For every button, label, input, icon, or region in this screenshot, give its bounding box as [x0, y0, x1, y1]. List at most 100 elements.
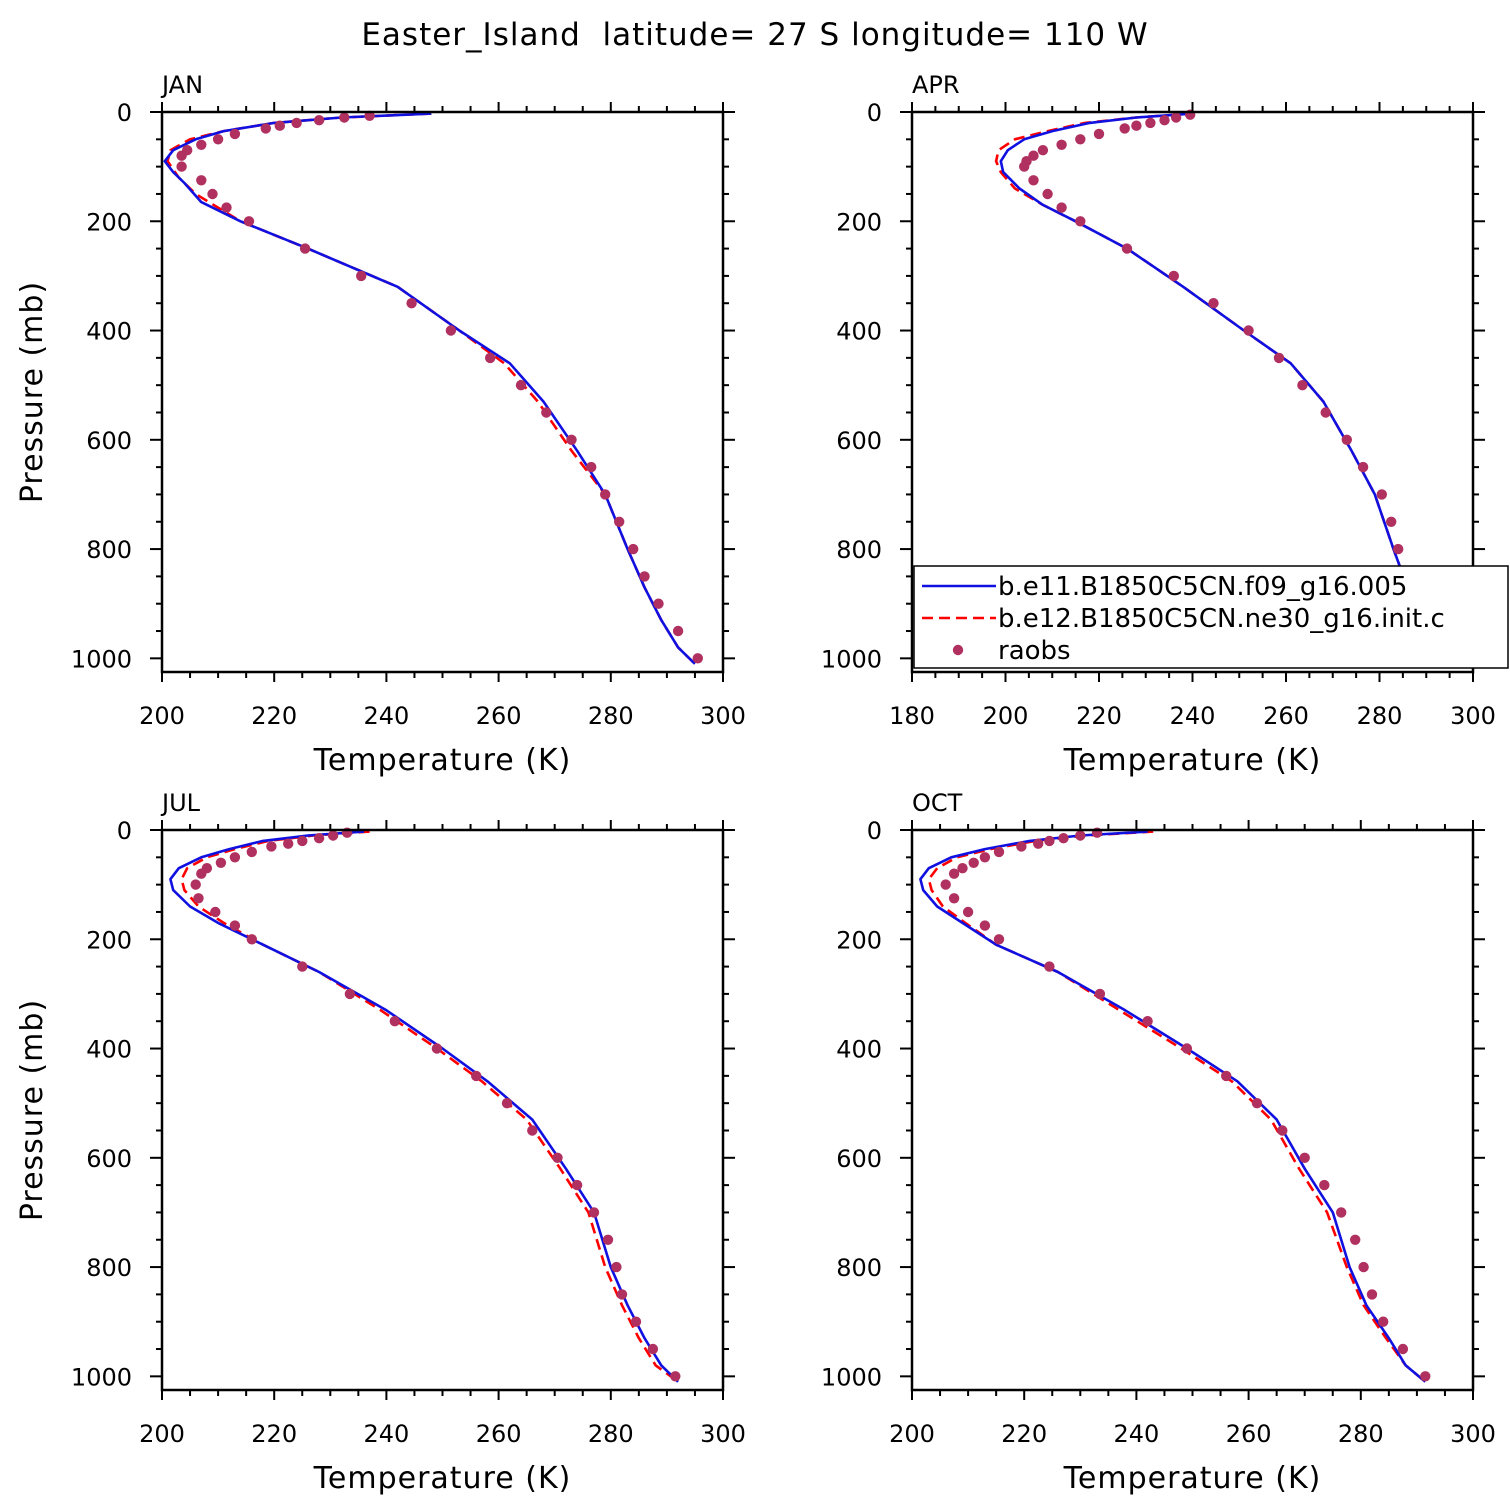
- raobs-point: [229, 128, 241, 140]
- raobs-point: [1075, 134, 1086, 145]
- raobs-point: [672, 625, 684, 637]
- raobs-point: [1016, 841, 1027, 852]
- plot-frame: [910, 828, 1475, 1392]
- raobs-point: [485, 352, 496, 364]
- raobs-point: [1181, 1043, 1193, 1054]
- legend-label: raobs: [998, 636, 1071, 666]
- raobs-point: [1208, 298, 1219, 309]
- y-tick-label: 1000: [71, 1363, 132, 1391]
- x-tick-label: 260: [1226, 1420, 1272, 1448]
- raobs-point: [356, 270, 367, 282]
- raobs-point: [1075, 216, 1086, 227]
- raobs-point: [1273, 352, 1285, 364]
- raobs-point: [243, 216, 255, 227]
- x-axis-label: Temperature (K): [1063, 1461, 1322, 1496]
- raobs-point: [212, 134, 224, 145]
- raobs-point: [940, 879, 951, 890]
- panel-label: OCT: [912, 789, 963, 817]
- y-tick-label: 200: [86, 208, 132, 236]
- raobs-point: [602, 1234, 614, 1246]
- raobs-point: [406, 298, 417, 309]
- raobs-point: [1121, 243, 1133, 254]
- raobs-point: [1044, 961, 1055, 972]
- y-tick-label: 600: [86, 427, 132, 455]
- raobs-point: [344, 988, 356, 1000]
- series-group: [169, 827, 681, 1383]
- raobs-point: [1319, 1179, 1330, 1191]
- x-tick-label: 300: [700, 1420, 746, 1448]
- raobs-point: [616, 1289, 628, 1300]
- y-tick-label: 400: [86, 318, 132, 346]
- legend-box: [913, 565, 1509, 669]
- x-tick-label: 280: [588, 702, 634, 730]
- raobs-point: [283, 838, 294, 849]
- raobs-point: [1350, 1234, 1361, 1246]
- raobs-point: [1221, 1070, 1232, 1082]
- y-axis-label: Pressure (mb): [15, 999, 50, 1221]
- raobs-point: [979, 920, 991, 931]
- x-tick-label: 260: [1263, 702, 1309, 730]
- raobs-point: [1397, 1343, 1409, 1355]
- raobs-point: [1058, 833, 1069, 844]
- raobs-point: [948, 868, 960, 879]
- legend-label: b.e12.B1850C5CN.ne30_g16.init.c: [998, 604, 1445, 634]
- x-tick-label: 240: [363, 702, 409, 730]
- raobs-point: [1093, 128, 1105, 140]
- raobs-point: [1056, 139, 1067, 150]
- series-line-1: [169, 830, 680, 1383]
- raobs-point: [647, 1343, 659, 1355]
- series-line-2: [180, 830, 679, 1383]
- raobs-point: [1378, 1316, 1389, 1327]
- raobs-point: [193, 893, 204, 904]
- raobs-point: [246, 934, 257, 945]
- x-tick-label: 180: [889, 702, 935, 730]
- raobs-point: [957, 863, 968, 874]
- x-axis-label: Temperature (K): [313, 743, 572, 778]
- x-tick-label: 300: [1450, 1420, 1496, 1448]
- x-tick-label: 200: [889, 1420, 935, 1448]
- raobs-point: [1393, 543, 1404, 555]
- raobs-point: [297, 835, 308, 847]
- raobs-point: [1243, 325, 1254, 336]
- raobs-point: [229, 852, 241, 863]
- y-tick-label: 200: [836, 926, 882, 954]
- raobs-point: [431, 1043, 443, 1054]
- raobs-point: [979, 852, 991, 863]
- series-group: [919, 827, 1431, 1383]
- raobs-point: [586, 461, 597, 473]
- raobs-point: [1159, 115, 1170, 126]
- raobs-point: [246, 846, 257, 858]
- raobs-point: [993, 934, 1005, 945]
- raobs-point: [1131, 120, 1142, 131]
- raobs-point: [221, 202, 232, 213]
- raobs-point: [313, 833, 325, 844]
- y-tick-label: 600: [836, 427, 882, 455]
- raobs-point: [968, 857, 979, 868]
- x-axis-label: Temperature (K): [1063, 743, 1322, 778]
- y-tick-label: 600: [86, 1145, 132, 1173]
- raobs-point: [327, 830, 339, 841]
- raobs-point: [1037, 145, 1049, 156]
- raobs-point: [274, 120, 285, 131]
- y-tick-label: 0: [867, 99, 882, 127]
- y-tick-label: 800: [836, 1254, 882, 1282]
- raobs-point: [515, 380, 527, 391]
- panel-label: JUL: [160, 789, 201, 817]
- raobs-point: [196, 868, 207, 879]
- raobs-point: [215, 857, 227, 868]
- raobs-point: [962, 906, 974, 918]
- raobs-point: [291, 117, 302, 129]
- x-tick-label: 280: [1357, 702, 1403, 730]
- raobs-point: [588, 1207, 600, 1218]
- panel-jul: 200 220 240 260 280 300 0 200 400 600 800 1000 JUL Te…: [15, 789, 746, 1496]
- raobs-point: [196, 139, 207, 150]
- raobs-point: [1075, 830, 1086, 841]
- y-tick-label: 0: [867, 817, 882, 845]
- raobs-point: [566, 434, 577, 445]
- y-tick-label: 1000: [71, 645, 132, 673]
- series-line-1: [163, 112, 696, 665]
- raobs-point: [653, 598, 664, 609]
- raobs-point: [297, 961, 308, 972]
- raobs-point: [1018, 161, 1030, 172]
- raobs-point: [692, 653, 703, 664]
